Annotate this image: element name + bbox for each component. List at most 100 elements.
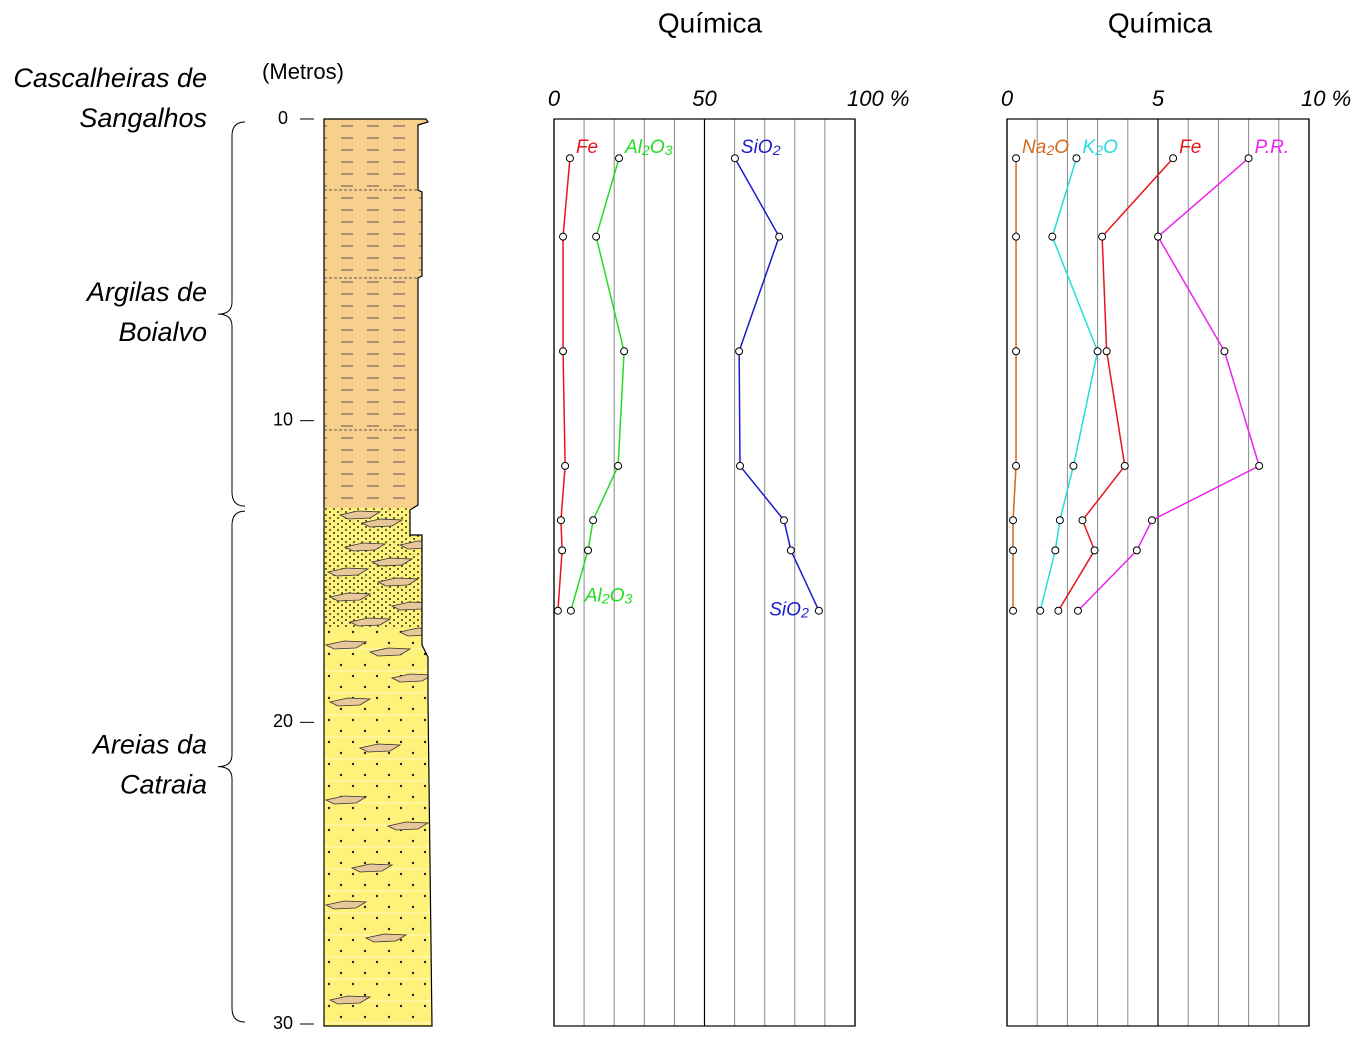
- data-point: [592, 232, 601, 241]
- data-point: [1147, 516, 1156, 525]
- data-point: [1012, 232, 1021, 241]
- x-tick-label: 5: [1152, 86, 1165, 111]
- lens: [358, 743, 402, 753]
- series-end-label: Al2O3: [584, 586, 633, 608]
- series-label: Na2O: [1022, 137, 1069, 159]
- plot-frame: [1006, 118, 1310, 1027]
- data-point: [1072, 154, 1081, 163]
- x-tick-label: 10 %: [1301, 86, 1351, 111]
- x-tick-label: 0: [548, 86, 561, 111]
- lithology-column: [323, 118, 433, 1027]
- column-fill: [324, 119, 432, 1026]
- data-point: [558, 546, 567, 555]
- data-point: [1048, 232, 1057, 241]
- data-point: [1098, 232, 1107, 241]
- series-line: [557, 158, 571, 611]
- plot-frame: [553, 118, 856, 1027]
- data-point: [1055, 516, 1064, 525]
- data-point: [615, 154, 624, 163]
- data-point: [620, 347, 629, 356]
- lens: [390, 673, 432, 683]
- column-outline: [323, 118, 433, 1027]
- data-point: [1012, 347, 1021, 356]
- data-point: [614, 461, 623, 470]
- lens: [338, 510, 382, 520]
- lens: [368, 647, 412, 657]
- data-point: [1078, 516, 1087, 525]
- data-point: [559, 232, 568, 241]
- data-point: [779, 516, 788, 525]
- depth-tick-label: 20: [273, 711, 293, 731]
- unit-label: Areias da: [91, 730, 207, 760]
- unit-label: Boialvo: [118, 317, 207, 347]
- lens: [386, 821, 430, 831]
- data-point: [1009, 516, 1018, 525]
- data-point: [814, 606, 823, 615]
- unit-label: Cascalheiras de: [13, 63, 207, 93]
- data-point: [1093, 347, 1102, 356]
- lens: [328, 592, 372, 602]
- unit-label: Catraia: [120, 770, 207, 800]
- series-line: [1039, 157, 1099, 611]
- data-point: [1012, 461, 1021, 470]
- lens: [324, 795, 368, 805]
- lens: [328, 995, 372, 1005]
- data-point: [1154, 232, 1162, 241]
- lens: [364, 933, 408, 943]
- lens: [376, 577, 420, 587]
- lens: [348, 617, 392, 627]
- data-point: [786, 546, 795, 555]
- unit-brace: [217, 121, 246, 507]
- data-point: [1054, 606, 1063, 615]
- series-label: P.R.: [1255, 137, 1290, 158]
- data-point: [566, 606, 575, 615]
- lens: [343, 542, 387, 552]
- series-label: SiO2: [741, 137, 781, 159]
- lens: [324, 900, 368, 910]
- data-point: [1120, 461, 1129, 470]
- data-point: [1036, 606, 1045, 615]
- data-point: [736, 461, 745, 470]
- data-point: [1051, 546, 1060, 555]
- lens: [350, 863, 394, 873]
- data-point: [1009, 606, 1018, 615]
- lens: [360, 518, 404, 528]
- lens: [326, 567, 370, 577]
- depth-tick-label: 30: [273, 1013, 293, 1033]
- series-label: Fe: [576, 137, 598, 158]
- x-tick-label: 50: [692, 86, 717, 111]
- data-point: [553, 606, 562, 615]
- lens: [370, 557, 414, 567]
- unit-label: Argilas de: [85, 277, 207, 307]
- data-point: [556, 516, 565, 525]
- series-line: [1012, 158, 1017, 611]
- x-tick-label: 0: [1001, 86, 1014, 111]
- data-point: [584, 546, 593, 555]
- data-point: [1090, 546, 1099, 555]
- data-point: [589, 516, 598, 525]
- data-point: [1012, 154, 1021, 163]
- data-point: [1102, 347, 1111, 356]
- series-line: [570, 158, 625, 611]
- data-point: [1220, 347, 1229, 356]
- data-point: [1073, 606, 1082, 615]
- data-point: [1169, 154, 1178, 163]
- data-point: [775, 232, 784, 241]
- series-label: K2O: [1082, 137, 1118, 159]
- unit-label: Sangalhos: [79, 103, 207, 133]
- chart-title: Química: [1108, 7, 1213, 38]
- lens: [328, 697, 372, 707]
- series-line: [1057, 157, 1174, 612]
- data-point: [561, 461, 570, 470]
- data-point: [735, 347, 744, 356]
- data-point: [1069, 461, 1078, 470]
- data-point: [565, 154, 574, 163]
- series-label: Fe: [1179, 137, 1201, 158]
- chart-title: Química: [658, 7, 763, 38]
- data-point: [1009, 546, 1018, 555]
- series-line: [1077, 157, 1261, 612]
- series-line: [734, 157, 820, 612]
- lens: [324, 640, 368, 650]
- depth-tick-label: 10: [273, 409, 293, 429]
